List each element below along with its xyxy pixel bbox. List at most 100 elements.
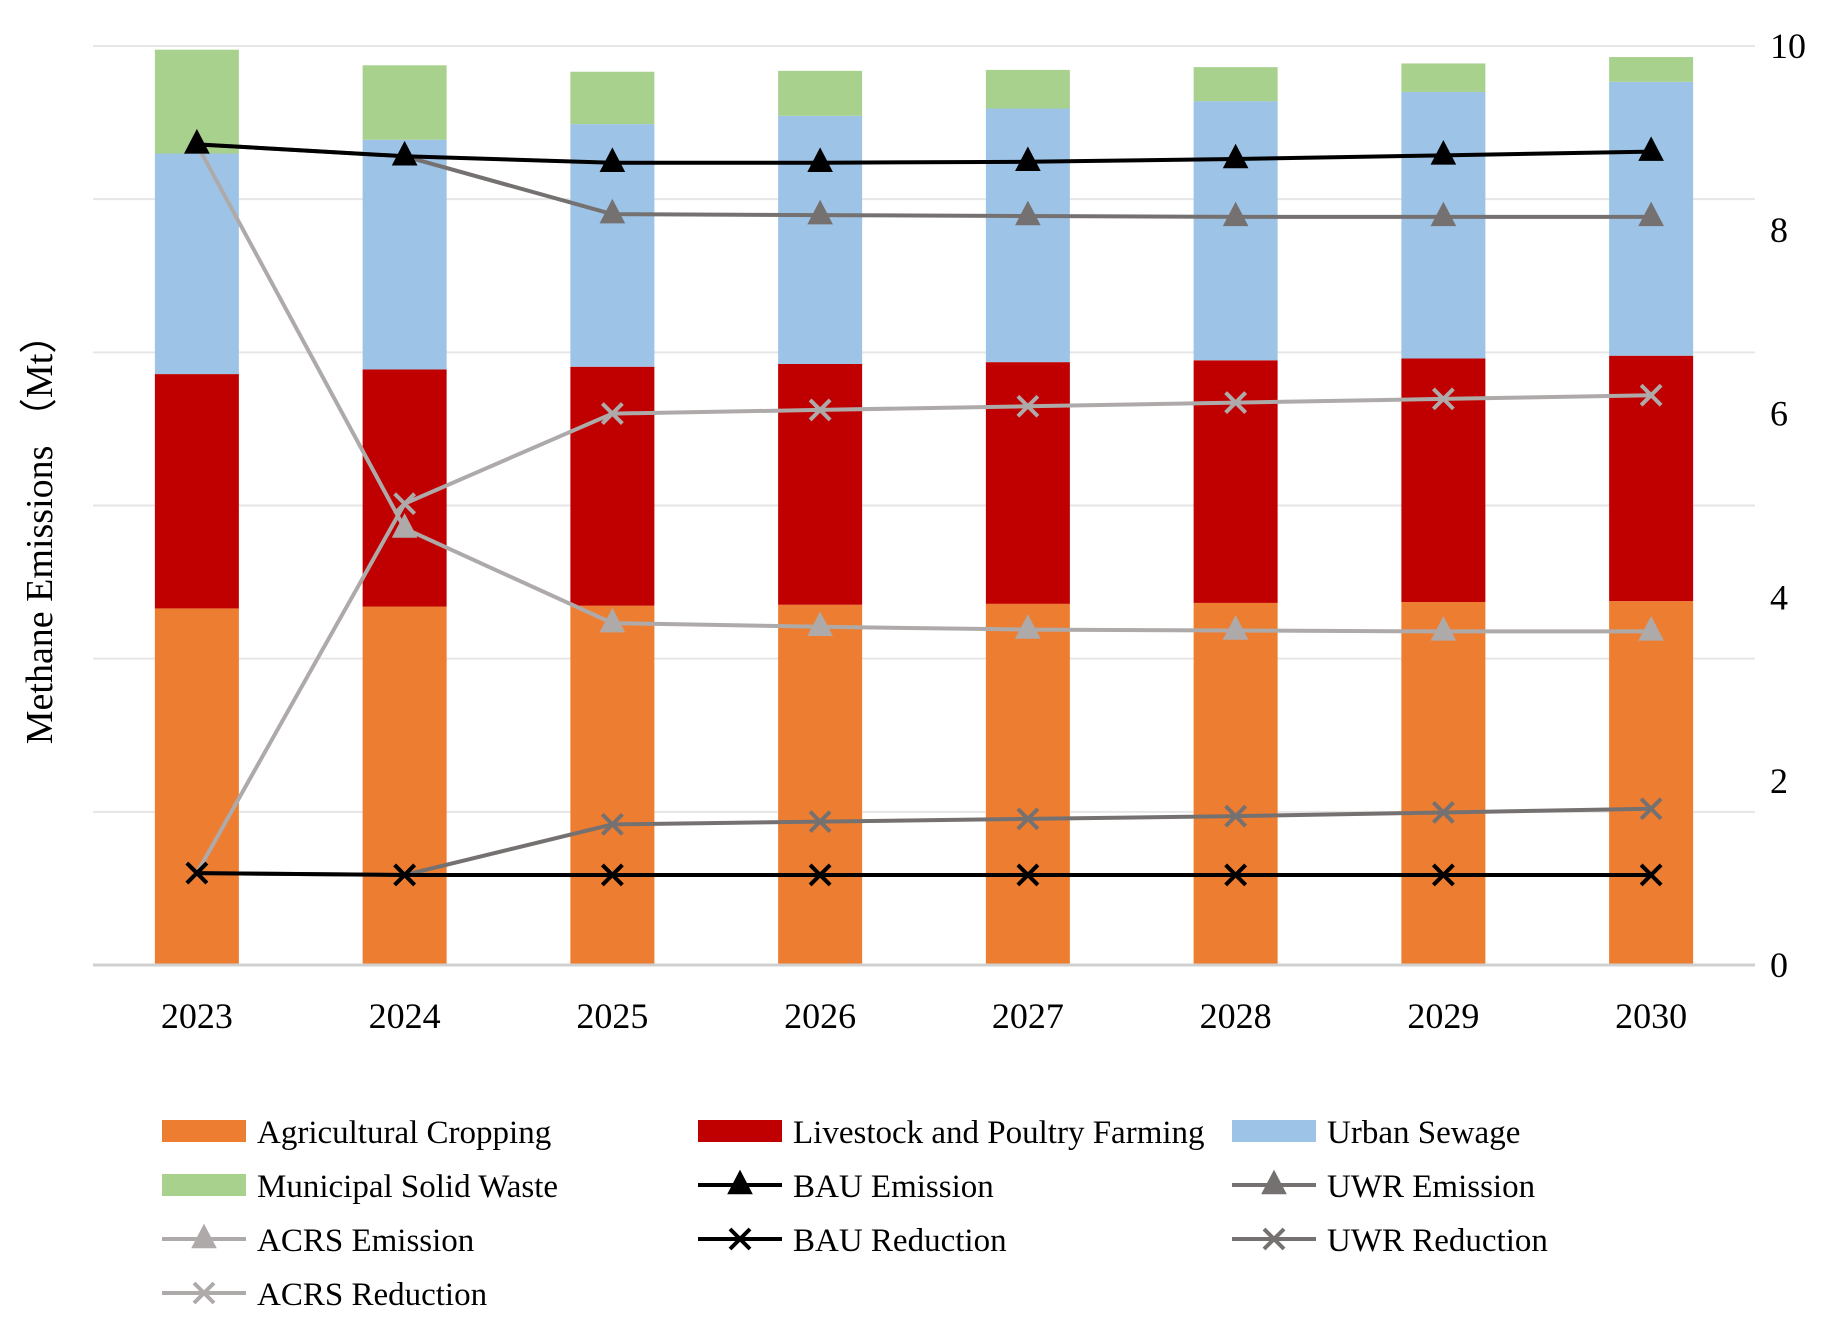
marker-acrs-reduction-2026 xyxy=(808,398,832,422)
marker-bau-reduction-2024 xyxy=(393,863,417,887)
line-acrs-reduction xyxy=(195,393,1652,875)
marker-bau-reduction-2025 xyxy=(600,863,624,887)
legend-label: UWR Emission xyxy=(1327,1169,1535,1205)
bar-urban-sewage-2028 xyxy=(1193,101,1278,361)
legend-swatch xyxy=(162,1174,246,1196)
bar-municipal-solid-waste-2028 xyxy=(1193,67,1278,102)
marker-bau-emission-2025 xyxy=(599,147,626,172)
x-tick-label: 2024 xyxy=(369,996,441,1036)
bar-agricultural-cropping-2025 xyxy=(570,605,655,965)
axes: 2023 2024 2025 2026 2027 2028 2029 2030 0 2 4 6 8 10 xyxy=(93,26,1806,1036)
legend-label: UWR Reduction xyxy=(1327,1223,1548,1259)
bar-municipal-solid-waste-2029 xyxy=(1401,63,1486,92)
bar-urban-sewage-2023 xyxy=(154,153,239,375)
legend-label: ACRS Reduction xyxy=(257,1277,487,1313)
marker-acrs-emission-2030 xyxy=(1638,616,1664,641)
marker-bau-emission-2030 xyxy=(1638,136,1664,161)
legend-marker xyxy=(1261,1169,1287,1195)
legend-swatch xyxy=(1232,1120,1316,1142)
x-tick-label: 2023 xyxy=(161,996,233,1036)
legend-item-bau-emission: BAU Emission xyxy=(698,1169,994,1205)
marker-uwr-reduction-2028 xyxy=(1224,804,1248,828)
bar-livestock-and-poultry-farming-2023 xyxy=(154,374,239,609)
marker-bau-emission-2028 xyxy=(1222,143,1249,169)
bar-livestock-and-poultry-farming-2024 xyxy=(362,369,447,607)
bar-municipal-solid-waste-2024 xyxy=(362,65,447,140)
marker-bau-reduction-2030 xyxy=(1639,863,1663,887)
marker-acrs-reduction-2030 xyxy=(1639,383,1663,407)
bar-livestock-and-poultry-farming-2027 xyxy=(985,362,1070,604)
marker-uwr-emission-2025 xyxy=(599,198,626,224)
marker-acrs-emission-2027 xyxy=(1015,614,1041,639)
bar-livestock-and-poultry-farming-2025 xyxy=(570,366,655,606)
bar-urban-sewage-2024 xyxy=(362,139,447,370)
bar-municipal-solid-waste-2030 xyxy=(1609,57,1694,82)
bar-agricultural-cropping-2027 xyxy=(985,603,1070,965)
marker-acrs-reduction-2024 xyxy=(393,492,417,516)
legend-marker xyxy=(727,1169,753,1195)
line-bau-reduction xyxy=(196,871,1652,877)
marker-uwr-reduction-2030 xyxy=(1639,797,1663,821)
marker-acrs-emission-2028 xyxy=(1222,615,1249,640)
legend-item-bau-reduction: BAU Reduction xyxy=(698,1223,1007,1259)
line-series xyxy=(184,128,1664,887)
legend-marker xyxy=(192,1281,216,1305)
legend-marker xyxy=(728,1227,752,1251)
marker-acrs-reduction-2025 xyxy=(600,402,624,426)
marker-uwr-reduction-2029 xyxy=(1431,801,1455,824)
x-tick-label: 2029 xyxy=(1407,996,1479,1036)
marker-bau-reduction-2027 xyxy=(1016,863,1040,887)
marker-acrs-emission-2029 xyxy=(1430,616,1457,641)
bar-agricultural-cropping-2024 xyxy=(362,606,447,965)
bar-livestock-and-poultry-farming-2028 xyxy=(1193,360,1278,603)
legend-label: BAU Reduction xyxy=(793,1223,1007,1259)
line-acrs-emission xyxy=(195,143,1652,634)
marker-uwr-reduction-2027 xyxy=(1016,807,1040,831)
marker-acrs-emission-2025 xyxy=(599,607,626,633)
bar-municipal-solid-waste-2027 xyxy=(985,69,1070,109)
line-uwr-emission xyxy=(196,142,1652,219)
stacked-bars xyxy=(154,49,1694,965)
marker-acrs-reduction-2029 xyxy=(1431,387,1455,411)
legend-item-uwr-emission: UWR Emission xyxy=(1232,1169,1535,1205)
marker-bau-emission-2023 xyxy=(184,128,210,154)
legend-label: BAU Emission xyxy=(793,1169,994,1205)
legend-marker xyxy=(1262,1227,1286,1251)
marker-uwr-reduction-2025 xyxy=(600,812,624,836)
legend-item-agricultural-cropping: Agricultural Cropping xyxy=(162,1115,551,1151)
marker-bau-emission-2024 xyxy=(391,140,418,166)
legend-item-acrs-emission: ACRS Emission xyxy=(162,1223,474,1259)
y-tick-label: 10 xyxy=(1770,26,1806,66)
bar-livestock-and-poultry-farming-2026 xyxy=(778,363,863,605)
legend-swatch xyxy=(698,1120,782,1142)
bar-agricultural-cropping-2029 xyxy=(1401,601,1486,965)
y-tick-label: 0 xyxy=(1770,945,1788,985)
marker-bau-reduction-2028 xyxy=(1224,863,1248,887)
legend-swatch xyxy=(162,1120,246,1142)
x-tick-label: 2030 xyxy=(1615,996,1687,1036)
bar-livestock-and-poultry-farming-2029 xyxy=(1401,358,1486,602)
legend-item-urban-sewage: Urban Sewage xyxy=(1232,1115,1520,1151)
bar-agricultural-cropping-2030 xyxy=(1609,601,1694,965)
marker-uwr-emission-2029 xyxy=(1430,201,1457,227)
marker-uwr-emission-2026 xyxy=(807,199,833,225)
y-axis-label: Methane Emissions （Mt） xyxy=(19,316,61,745)
legend-label: ACRS Emission xyxy=(257,1223,474,1259)
legend-label: Municipal Solid Waste xyxy=(257,1169,558,1205)
legend: Agricultural Cropping Livestock and Poult… xyxy=(162,1115,1548,1313)
legend-item-municipal-solid-waste: Municipal Solid Waste xyxy=(162,1169,558,1205)
marker-uwr-emission-2027 xyxy=(1015,200,1041,226)
bar-municipal-solid-waste-2026 xyxy=(778,70,863,116)
legend-label: Livestock and Poultry Farming xyxy=(793,1115,1205,1151)
legend-item-livestock-and-poultry-farming: Livestock and Poultry Farming xyxy=(698,1115,1205,1151)
x-tick-label: 2027 xyxy=(992,996,1064,1036)
bar-agricultural-cropping-2023 xyxy=(154,608,239,965)
y-tick-label: 8 xyxy=(1770,210,1788,250)
marker-acrs-reduction-2027 xyxy=(1016,394,1040,418)
marker-acrs-reduction-2028 xyxy=(1224,391,1248,414)
legend-label: Agricultural Cropping xyxy=(257,1115,551,1151)
marker-bau-reduction-2023 xyxy=(185,861,209,885)
marker-bau-emission-2026 xyxy=(807,147,833,172)
